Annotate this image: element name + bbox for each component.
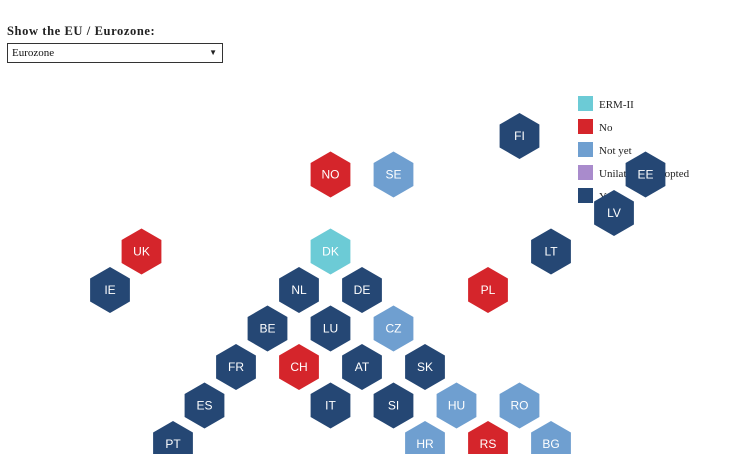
eu-eurozone-label: Show the EU / Eurozone: [7, 24, 156, 38]
legend-swatch [578, 96, 593, 111]
country-code-label: FR [228, 360, 244, 374]
country-code-label: ES [196, 399, 212, 413]
hex-shape [468, 267, 508, 313]
country-code-label: DE [354, 283, 371, 297]
country-code-label: SE [385, 168, 401, 182]
country-code-label: SI [388, 399, 399, 413]
legend-label: No [599, 122, 613, 134]
country-hex-hu[interactable]: HU [436, 382, 477, 429]
country-code-label: RS [480, 437, 497, 451]
hex-shape [373, 382, 414, 429]
country-code-label: HR [416, 437, 434, 451]
country-hex-it[interactable]: IT [310, 382, 351, 429]
hex-shape [216, 344, 256, 390]
country-code-label: LU [323, 322, 338, 336]
country-code-label: SK [417, 360, 433, 374]
country-hex-se[interactable]: SE [373, 151, 414, 198]
hex-shape [342, 267, 382, 313]
country-code-label: RO [511, 399, 529, 413]
hex-shape [247, 305, 288, 352]
hex-shape [279, 267, 319, 313]
hex-shape [153, 421, 193, 454]
hex-shape [90, 267, 130, 313]
hex-shape [342, 344, 382, 390]
country-code-label: PT [165, 437, 181, 451]
country-code-label: PL [481, 283, 496, 297]
country-code-label: IT [325, 399, 336, 413]
country-code-label: BE [259, 322, 275, 336]
country-hex-lv[interactable]: LV [594, 190, 634, 236]
hex-shape [121, 228, 162, 275]
country-hex-ch[interactable]: CH [279, 344, 319, 390]
hex-shape [625, 151, 666, 198]
eu-eurozone-select[interactable]: Eurozone ▼ [7, 43, 223, 63]
country-hex-uk[interactable]: UK [121, 228, 162, 275]
country-hex-sk[interactable]: SK [405, 344, 445, 390]
country-code-label: HU [448, 399, 465, 413]
country-code-label: NL [291, 283, 307, 297]
country-hex-fi[interactable]: FI [499, 113, 540, 159]
hex-shape [279, 344, 319, 390]
hex-shape [499, 382, 540, 429]
legend-swatch [578, 188, 593, 203]
legend-swatch [578, 165, 593, 180]
country-code-label: NO [322, 168, 340, 182]
country-code-label: CH [290, 360, 307, 374]
country-hex-nl[interactable]: NL [279, 267, 319, 313]
country-code-label: CZ [386, 322, 402, 336]
country-hex-hr[interactable]: HR [405, 421, 445, 454]
country-hex-es[interactable]: ES [184, 382, 225, 429]
country-code-label: AT [355, 360, 370, 374]
legend-label: Not yet [599, 145, 632, 157]
hex-shape [373, 151, 414, 198]
legend-swatch [578, 119, 593, 134]
country-hex-pl[interactable]: PL [468, 267, 508, 313]
hex-shape [594, 190, 634, 236]
country-hex-lu[interactable]: LU [310, 305, 351, 352]
country-code-label: IE [104, 283, 115, 297]
country-hex-at[interactable]: AT [342, 344, 382, 390]
hex-shape [499, 113, 540, 159]
legend-label: ERM-II [599, 99, 634, 111]
hex-shape [310, 228, 351, 275]
hex-shape [310, 151, 351, 198]
select-value: Eurozone [12, 47, 55, 59]
hex-shape [468, 421, 508, 454]
country-hex-ie[interactable]: IE [90, 267, 130, 313]
hex-shape [310, 382, 351, 429]
hex-shape [310, 305, 351, 352]
country-hex-fr[interactable]: FR [216, 344, 256, 390]
country-code-label: EE [637, 168, 653, 182]
country-hex-de[interactable]: DE [342, 267, 382, 313]
country-code-label: LT [544, 245, 558, 259]
hex-shape [531, 421, 571, 454]
country-code-label: BG [542, 437, 559, 451]
country-hex-lt[interactable]: LT [531, 228, 571, 275]
country-hex-pt[interactable]: PT [153, 421, 193, 454]
country-hex-bg[interactable]: BG [531, 421, 571, 454]
chevron-down-icon[interactable]: ▼ [209, 48, 217, 57]
hex-shape [531, 228, 571, 275]
hex-shape [405, 344, 445, 390]
country-hex-ee[interactable]: EE [625, 151, 666, 198]
country-code-label: LV [607, 206, 621, 220]
country-hex-cz[interactable]: CZ [373, 305, 414, 352]
country-code-label: UK [133, 245, 150, 259]
country-hex-rs[interactable]: RS [468, 421, 508, 454]
hex-shape [184, 382, 225, 429]
country-code-label: DK [322, 245, 339, 259]
hex-shape [436, 382, 477, 429]
country-hex-dk[interactable]: DK [310, 228, 351, 275]
legend-swatch [578, 142, 593, 157]
country-hex-si[interactable]: SI [373, 382, 414, 429]
country-hex-be[interactable]: BE [247, 305, 288, 352]
country-hex-ro[interactable]: RO [499, 382, 540, 429]
hex-shape [405, 421, 445, 454]
country-code-label: FI [514, 129, 525, 143]
hex-shape [373, 305, 414, 352]
country-hex-no[interactable]: NO [310, 151, 351, 198]
